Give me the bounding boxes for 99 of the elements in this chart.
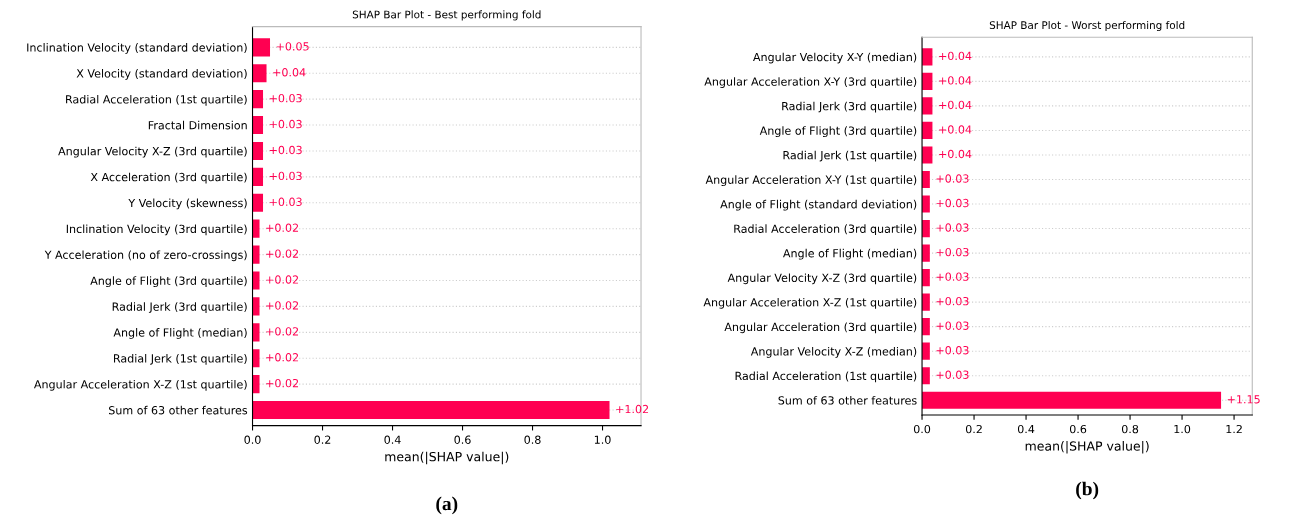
- data-label: +0.03: [269, 119, 302, 129]
- data-label: +1.02: [616, 404, 649, 414]
- y-tick-label: X Velocity (standard deviation): [76, 69, 247, 80]
- data-label: +0.02: [266, 249, 299, 258]
- bar: [252, 323, 260, 342]
- bar: [252, 271, 260, 290]
- data-label: +0.03: [936, 346, 969, 355]
- y-tick-label: Y Velocity (skewness): [128, 198, 247, 210]
- bar: [252, 349, 260, 368]
- bar: [252, 90, 264, 109]
- data-label: +0.02: [266, 378, 299, 388]
- data-label: +0.03: [936, 247, 969, 257]
- data-label: +0.02: [266, 353, 299, 362]
- y-tick-label: Radial Acceleration (3rd quartile): [734, 224, 917, 236]
- bar: [252, 38, 271, 57]
- bar: [252, 375, 260, 394]
- y-tick-label: Fractal Dimension: [148, 120, 247, 130]
- bar: [922, 244, 930, 262]
- data-label: +0.03: [936, 296, 969, 306]
- data-label: +0.02: [266, 301, 299, 310]
- text: (b): [1076, 481, 1099, 500]
- y-tick-label: Angle of Flight (median): [783, 248, 917, 260]
- y-tick-label: Angular Acceleration X-Y (3rd quartile): [704, 77, 917, 88]
- bar: [922, 391, 1222, 409]
- bar: [252, 115, 264, 135]
- data-label: +0.03: [936, 223, 969, 232]
- data-label: +0.04: [939, 125, 972, 134]
- y-tick-label: Inclination Velocity (3rd quartile): [66, 224, 247, 236]
- y-tick-label: Angle of Flight (3rd quartile): [759, 126, 917, 137]
- y-tick-label: Angular Velocity X-Z (3rd quartile): [727, 273, 917, 285]
- data-label: +0.03: [269, 145, 302, 155]
- y-tick-label: Angle of Flight (standard deviation): [720, 199, 917, 211]
- x-tick-label: 0.0: [913, 424, 931, 434]
- data-label: +0.03: [269, 93, 302, 103]
- bar: [252, 400, 610, 420]
- data-label: +0.03: [936, 174, 969, 183]
- data-label: +0.03: [269, 171, 302, 181]
- x-axis-title: mean(|SHAP value|): [385, 451, 509, 465]
- data-label: +0.04: [939, 149, 972, 159]
- data-label: +0.03: [269, 197, 302, 207]
- y-tick-label: Angular Velocity X-Y (median): [753, 52, 917, 64]
- y-tick-label: Angle of Flight (median): [113, 328, 247, 339]
- data-label: +0.04: [273, 68, 306, 77]
- chart-title: SHAP Bar Plot - Worst performing fold: [989, 20, 1185, 32]
- y-tick-label: Radial Jerk (3rd quartile): [782, 101, 917, 113]
- y-tick-label: Angular Acceleration X-Z (1st quartile): [703, 297, 917, 309]
- data-label: +0.04: [939, 51, 972, 61]
- data-label: +0.05: [276, 42, 309, 51]
- y-tick-label: Angular Velocity X-Z (median): [750, 346, 917, 358]
- bar: [922, 195, 930, 213]
- data-label: +0.03: [936, 370, 969, 379]
- bar: [252, 167, 264, 186]
- bar: [252, 245, 260, 264]
- x-tick-label: 0.6: [454, 435, 471, 444]
- x-tick-label: 0.2: [965, 424, 982, 434]
- bar: [252, 219, 260, 238]
- x-tick-label: 0.8: [524, 435, 541, 444]
- y-tick-label: Angular Acceleration X-Z (1st quartile): [33, 379, 247, 391]
- bar: [922, 146, 933, 164]
- data-label: +0.02: [266, 223, 299, 232]
- bar: [922, 97, 933, 115]
- data-label: +0.03: [936, 321, 969, 330]
- y-tick-label: Angular Velocity X-Z (3rd quartile): [58, 146, 247, 158]
- y-tick-label: Radial Acceleration (1st quartile): [66, 94, 247, 106]
- bar: [252, 64, 267, 83]
- data-label: +0.03: [936, 198, 969, 208]
- y-tick-label: Radial Jerk (1st quartile): [783, 150, 917, 162]
- x-tick-label: 1.2: [1226, 424, 1242, 434]
- x-axis-title: mean(|SHAP value|): [1025, 440, 1149, 454]
- text: (a): [436, 496, 458, 515]
- data-label: +0.03: [936, 272, 969, 281]
- y-tick-label: Angular Acceleration (3rd quartile): [724, 322, 917, 334]
- bar: [252, 297, 260, 316]
- x-tick-label: 0.6: [1069, 424, 1087, 434]
- data-label: +0.02: [266, 275, 299, 284]
- y-tick-label: Sum of 63 other features: [778, 396, 917, 405]
- x-tick-label: 0.2: [314, 435, 331, 444]
- y-tick-label: Radial Jerk (1st quartile): [114, 354, 247, 365]
- chart-title: SHAP Bar Plot - Best performing fold: [352, 10, 541, 21]
- bar: [252, 141, 264, 161]
- y-tick-label: Y Acceleration (no of zero-crossings): [44, 250, 247, 262]
- data-label: +0.04: [939, 76, 972, 85]
- y-tick-label: Inclination Velocity (standard deviation): [27, 43, 247, 54]
- data-label: +1.15: [1227, 395, 1260, 404]
- y-tick-label: X Acceleration (3rd quartile): [90, 172, 247, 184]
- y-tick-label: Radial Jerk (3rd quartile): [112, 302, 247, 313]
- y-tick-label: Sum of 63 other features: [109, 405, 248, 415]
- data-label: +0.02: [266, 327, 299, 336]
- y-tick-label: Radial Acceleration (1st quartile): [735, 371, 917, 383]
- x-tick-label: 0.8: [1121, 424, 1139, 434]
- data-label: +0.04: [939, 100, 972, 110]
- x-tick-label: 0.4: [1017, 424, 1035, 434]
- x-tick-label: 0.4: [384, 435, 401, 444]
- x-tick-label: 1.0: [1174, 424, 1191, 434]
- y-tick-label: Angle of Flight (3rd quartile): [90, 276, 247, 288]
- y-tick-label: Angular Acceleration X-Y (1st quartile): [705, 175, 917, 187]
- bar: [252, 193, 264, 212]
- x-tick-label: 1.0: [594, 435, 611, 444]
- x-tick-label: 0.0: [244, 435, 261, 444]
